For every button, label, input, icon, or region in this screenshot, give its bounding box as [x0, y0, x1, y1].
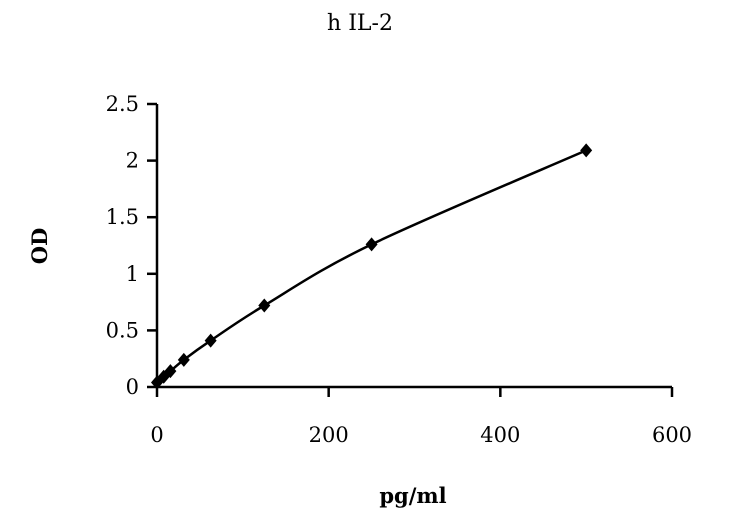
data-point	[258, 298, 271, 313]
x-tick-label: 0	[150, 423, 163, 447]
y-tick-label: 1.5	[106, 205, 139, 229]
x-axis-label: pg/ml	[379, 483, 446, 508]
chart-title: h IL-2	[327, 11, 393, 36]
data-point	[365, 237, 378, 252]
x-tick-label: 600	[652, 423, 692, 447]
y-tick-label: 0.5	[106, 318, 139, 342]
y-tick-label: 1	[126, 262, 139, 286]
x-tick-label: 400	[480, 423, 520, 447]
data-point	[204, 333, 217, 348]
y-axis-label: OD	[27, 228, 52, 265]
y-tick-label: 2	[126, 149, 139, 173]
fit-curve	[156, 149, 587, 384]
x-tick-label: 200	[309, 423, 349, 447]
y-tick-label: 2.5	[106, 92, 139, 116]
data-point	[580, 143, 593, 158]
data-point	[177, 352, 190, 367]
data-point	[164, 364, 177, 379]
y-tick-label: 0	[126, 375, 139, 399]
